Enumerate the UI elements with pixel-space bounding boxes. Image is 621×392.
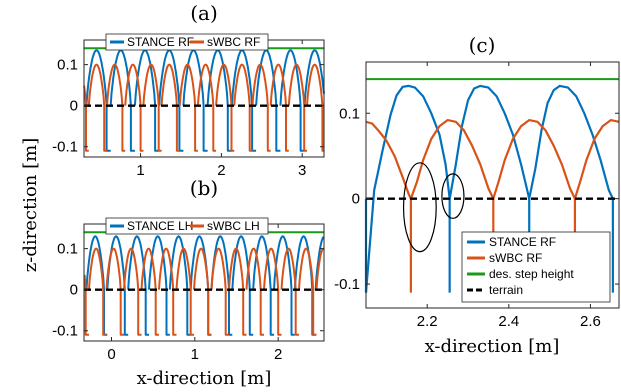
series-swbc-rf bbox=[365, 119, 620, 200]
x-tick-label: 2.2 bbox=[417, 313, 438, 330]
panel-c: (c) 2.2 2.4 2.6 0.1 0 -0.1 STANCE RF sWBC RF … bbox=[334, 33, 620, 357]
legend-box bbox=[461, 231, 611, 303]
legend-box bbox=[105, 217, 269, 235]
panel-c-frame bbox=[365, 61, 620, 309]
panel-b-x-label: x-direction [m] bbox=[137, 368, 272, 389]
x-tick-label: 2.4 bbox=[498, 313, 519, 330]
panel-b-legend: STANCE LH sWBC LH bbox=[105, 217, 269, 235]
series-stance-rf bbox=[364, 84, 614, 293]
legend-box bbox=[105, 33, 269, 51]
x-tick-label: 3 bbox=[298, 162, 306, 179]
panel-c-legend: STANCE RF sWBC RF des. step height terra… bbox=[461, 231, 611, 303]
x-tick-label: 2.6 bbox=[580, 313, 601, 330]
y-tick-label: -0.1 bbox=[52, 323, 78, 340]
legend-entry: STANCE RF bbox=[127, 35, 194, 49]
y-tick-label: 0 bbox=[352, 191, 360, 208]
x-tick-label: 2 bbox=[274, 346, 282, 363]
panel-c-x-label: x-direction [m] bbox=[425, 336, 560, 357]
panel-b: (b) 0 1 2 0.1 0 -0.1 STANCE LH sWBC LH x-dire… bbox=[52, 176, 325, 389]
y-tick-label: -0.1 bbox=[334, 276, 360, 293]
annotation-ellipse bbox=[441, 173, 465, 219]
panel-a-title: (a) bbox=[190, 1, 218, 25]
series-stance bbox=[85, 235, 325, 336]
x-tick-label: 0 bbox=[107, 346, 115, 363]
x-tick-label: 2 bbox=[217, 162, 225, 179]
y-tick-label: 0 bbox=[70, 282, 78, 299]
legend-entry: sWBC RF bbox=[489, 251, 542, 265]
x-tick-label: 1 bbox=[136, 162, 144, 179]
panel-c-plot bbox=[364, 78, 620, 293]
shared-y-label: z-direction [m] bbox=[20, 138, 41, 272]
panel-c-ticks: 2.2 2.4 2.6 0.1 0 -0.1 bbox=[334, 62, 619, 330]
panel-a-plot bbox=[83, 47, 325, 152]
panel-b-title: (b) bbox=[190, 176, 218, 200]
legend-entry: des. step height bbox=[489, 267, 574, 281]
series-stance bbox=[85, 49, 325, 152]
y-tick-label: 0.1 bbox=[339, 105, 360, 122]
legend-entry: STANCE LH bbox=[127, 219, 193, 233]
panel-a: (a) 1 2 3 0.1 0 -0.1 STANCE RF sWBC RF bbox=[52, 1, 325, 179]
y-tick-label: 0.1 bbox=[57, 57, 78, 74]
panel-c-title: (c) bbox=[469, 33, 496, 57]
legend-entry: sWBC RF bbox=[207, 35, 260, 49]
legend-entry: terrain bbox=[489, 283, 523, 297]
legend-entry: STANCE RF bbox=[489, 235, 556, 249]
series-swbc bbox=[83, 63, 324, 152]
panel-a-legend: STANCE RF sWBC RF bbox=[105, 33, 269, 51]
y-tick-label: -0.1 bbox=[52, 139, 78, 156]
y-tick-label: 0.1 bbox=[57, 241, 78, 258]
legend-entry: sWBC LH bbox=[207, 219, 260, 233]
y-tick-label: 0 bbox=[70, 98, 78, 115]
annotation-ellipse bbox=[402, 162, 437, 253]
panel-b-ticks: 0 1 2 0.1 0 -0.1 bbox=[52, 224, 324, 363]
x-tick-label: 1 bbox=[191, 346, 199, 363]
